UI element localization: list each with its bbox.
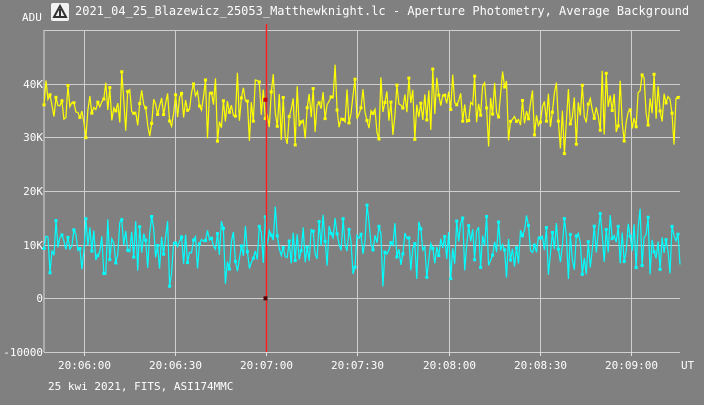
data-point <box>84 217 88 221</box>
title-bar: 2021_04_25_Blazewicz_25053_Matthewknight… <box>0 0 704 24</box>
app-icon[interactable] <box>51 3 69 21</box>
window-title: 2021_04_25_Blazewicz_25053_Matthewknight… <box>75 4 690 18</box>
data-point <box>479 265 483 269</box>
y-axis-title: ADU <box>22 11 42 24</box>
y-tick-label: 30K <box>23 130 43 144</box>
y-tick-label: 10K <box>23 238 43 252</box>
y-tick-label: 40K <box>23 77 43 91</box>
series-line <box>43 205 681 287</box>
x-tick-label: 20:07:00 <box>240 359 293 372</box>
data-point <box>42 103 46 107</box>
observation-info: 25 kwi 2021, FITS, ASI174MMC <box>48 380 234 393</box>
series-line <box>43 64 681 154</box>
y-tick-label: -10000 <box>3 345 43 359</box>
x-tick-label: 20:06:00 <box>58 359 111 372</box>
x-tick-label: 20:08:30 <box>514 359 567 372</box>
x-axis-title: UT <box>681 359 695 372</box>
y-tick-label: 20K <box>23 184 43 198</box>
data-point <box>634 266 638 270</box>
x-tick-label: 20:08:00 <box>423 359 476 372</box>
x-tick-label: 20:07:30 <box>331 359 384 372</box>
x-tick-label: 20:09:00 <box>605 359 658 372</box>
data-point <box>311 87 315 91</box>
data-point <box>42 247 46 251</box>
cursor-marker <box>263 97 268 102</box>
cursor-marker <box>263 296 268 301</box>
y-tick-label: 0 <box>36 291 43 305</box>
x-tick-label: 20:06:30 <box>149 359 202 372</box>
